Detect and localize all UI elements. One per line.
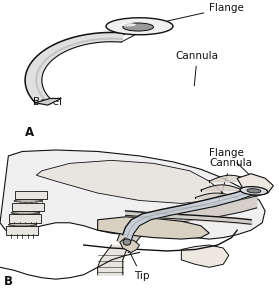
Text: Bevel: Bevel (33, 97, 62, 107)
Ellipse shape (123, 23, 153, 31)
Ellipse shape (8, 223, 36, 226)
Text: Tip: Tip (128, 249, 150, 281)
Text: Flange: Flange (167, 3, 244, 21)
Ellipse shape (123, 239, 131, 245)
Polygon shape (181, 245, 229, 267)
Polygon shape (0, 150, 265, 239)
Ellipse shape (121, 23, 136, 26)
FancyBboxPatch shape (12, 203, 44, 211)
FancyBboxPatch shape (15, 191, 47, 199)
Text: Cannula: Cannula (176, 51, 219, 86)
Ellipse shape (240, 187, 268, 195)
Ellipse shape (14, 200, 42, 202)
Ellipse shape (106, 18, 173, 35)
Text: A: A (25, 126, 34, 139)
Text: Flange: Flange (209, 148, 260, 185)
FancyBboxPatch shape (6, 226, 38, 235)
Ellipse shape (11, 211, 39, 214)
Polygon shape (98, 217, 209, 239)
FancyBboxPatch shape (9, 214, 41, 223)
Polygon shape (237, 174, 273, 196)
Ellipse shape (247, 189, 261, 193)
Polygon shape (25, 32, 124, 103)
Text: B: B (4, 275, 13, 288)
Polygon shape (123, 187, 254, 241)
Polygon shape (35, 98, 61, 105)
Polygon shape (36, 160, 223, 203)
Polygon shape (120, 238, 140, 252)
Polygon shape (117, 196, 257, 252)
Text: Cannula: Cannula (209, 158, 252, 202)
